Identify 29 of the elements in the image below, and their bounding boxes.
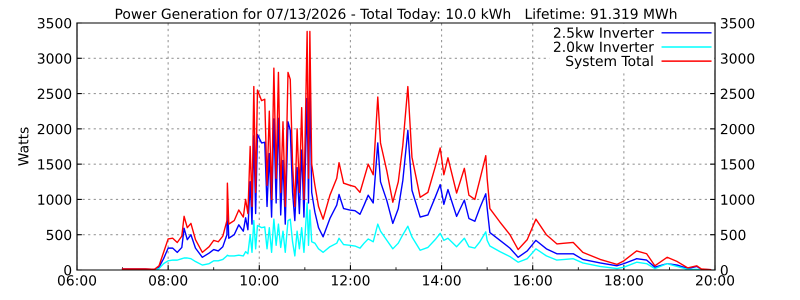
y-tick-label: 2500 [38, 88, 72, 100]
y-tick-label: 3000 [38, 53, 72, 64]
y-tick-label: 1500 [38, 159, 72, 170]
x-tick-label: 16:00 [514, 275, 552, 286]
x-tick-label: 10:00 [240, 275, 278, 286]
y-tick-label: 0 [64, 264, 72, 276]
y2-tick-label: 3500 [720, 18, 754, 28]
x-tick-label: 06:00 [58, 275, 96, 286]
y2-tick-label: 1500 [721, 159, 754, 170]
x-tick-label: 08:00 [149, 275, 188, 286]
legend-label: System Total [566, 55, 653, 69]
y2-tick-label: 1000 [721, 194, 754, 205]
legend-label: 2.0kw Inverter [554, 41, 654, 52]
x-tick-label: 14:00 [423, 275, 461, 286]
x-tick-label: 12:00 [332, 275, 370, 286]
x-tick-label: 20:00 [696, 275, 734, 286]
y2-tick-label: 0 [720, 264, 728, 276]
y2-tick-label: 500 [720, 230, 746, 240]
x-tick-label: 18:00 [605, 275, 643, 286]
y-tick-label: 500 [46, 230, 72, 240]
y-axis-title: Watts [18, 127, 29, 166]
chart-title: Power Generation for 07/13/2026 - Total Today: 10.0 kWh Lifetime: 91.319 MWh [116, 8, 676, 22]
y-tick-label: 3500 [38, 18, 72, 28]
y2-tick-label: 3000 [720, 53, 754, 64]
y2-tick-label: 2500 [720, 88, 754, 100]
y-tick-label: 2000 [38, 124, 72, 134]
legend-label: 2.5kw Inverter [554, 27, 654, 38]
y-tick-label: 1000 [38, 194, 72, 205]
y2-tick-label: 2000 [720, 124, 754, 134]
